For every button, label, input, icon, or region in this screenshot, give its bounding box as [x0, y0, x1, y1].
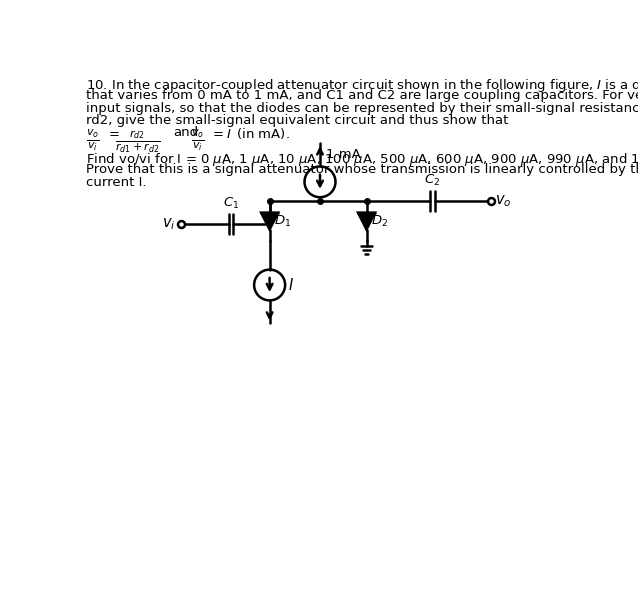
Polygon shape	[261, 213, 278, 230]
Text: $= I\,$ (in mA).: $= I\,$ (in mA).	[210, 126, 290, 141]
Text: rd2, give the small-signal equivalent circuit and thus show that: rd2, give the small-signal equivalent ci…	[86, 114, 508, 127]
Text: $D_2$: $D_2$	[371, 214, 389, 229]
Text: 1 mA: 1 mA	[326, 149, 361, 161]
Text: $=$: $=$	[106, 126, 121, 140]
Text: that varies from 0 mA to 1 mA, and C1 and C2 are large coupling capacitors. For : that varies from 0 mA to 1 mA, and C1 an…	[86, 89, 638, 103]
Text: 10. In the capacitor-coupled attenuator circuit shown in the following figure, $: 10. In the capacitor-coupled attenuator …	[86, 77, 638, 94]
Text: $D_1$: $D_1$	[274, 214, 292, 229]
Text: current I.: current I.	[86, 176, 147, 188]
Text: input signals, so that the diodes can be represented by their small-signal resis: input signals, so that the diodes can be…	[86, 101, 638, 115]
Text: and: and	[173, 126, 198, 140]
Text: $\frac{v_o}{v_i}$: $\frac{v_o}{v_i}$	[191, 128, 205, 153]
Text: $C_2$: $C_2$	[424, 173, 440, 188]
Polygon shape	[358, 213, 375, 230]
Text: Find vo/vi for I = 0 $\mu$A, 1 $\mu$A, 10 $\mu$A, 100 $\mu$A, 500 $\mu$A, 600 $\: Find vo/vi for I = 0 $\mu$A, 1 $\mu$A, 1…	[86, 151, 638, 168]
Text: $\frac{r_{d2}}{r_{d1}+r_{d2}}$: $\frac{r_{d2}}{r_{d1}+r_{d2}}$	[115, 128, 161, 155]
Text: $C_1$: $C_1$	[223, 196, 239, 211]
Text: $v_o$: $v_o$	[495, 193, 512, 209]
Text: Prove that this is a signal attenuator whose transmission is linearly controlled: Prove that this is a signal attenuator w…	[86, 163, 638, 176]
Text: $v_i$: $v_i$	[161, 216, 175, 232]
Text: $I$: $I$	[288, 277, 294, 293]
Text: $\frac{v_o}{v_i}$: $\frac{v_o}{v_i}$	[86, 128, 100, 153]
